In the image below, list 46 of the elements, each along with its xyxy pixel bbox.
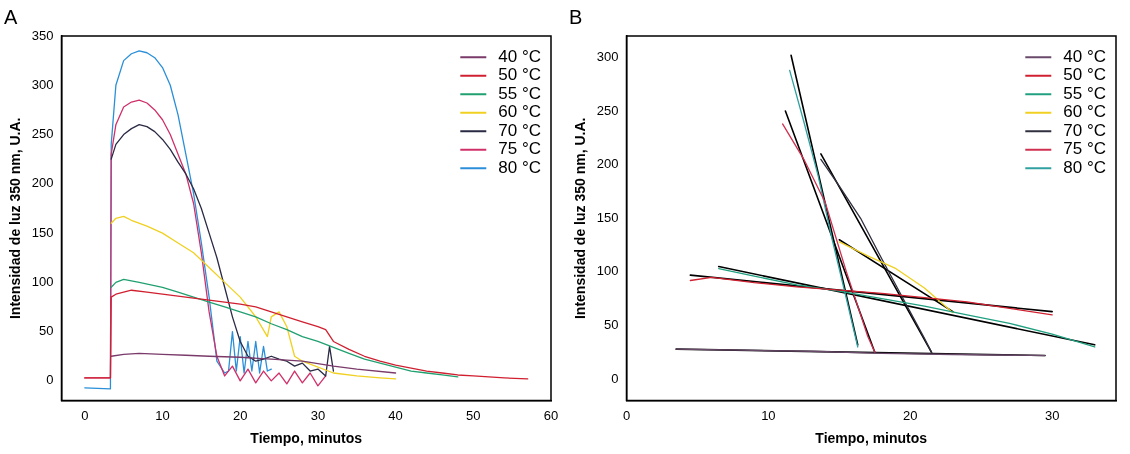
x-tick-label: 0: [622, 407, 631, 423]
y-axis-title: Intensidad de luz 350 nm, U.A.: [7, 117, 24, 320]
x-axis-title: Tiempo, minutos: [815, 430, 928, 447]
chart-title: A: [4, 5, 18, 28]
x-tick-label: 30: [1044, 407, 1060, 423]
y-tick-label: 250: [596, 102, 619, 118]
y-tick-label: 300: [31, 76, 54, 92]
x-tick-label: 20: [903, 407, 918, 423]
legend-label: 75 °C: [498, 139, 542, 159]
x-tick-label: 10: [155, 407, 170, 423]
x-tick-label: 20: [232, 407, 248, 423]
y-tick-label: 0: [611, 370, 619, 386]
y-tick-label: 300: [596, 49, 619, 65]
legend-label: 75 °C: [1063, 139, 1107, 159]
y-tick-label: 100: [596, 263, 619, 279]
y-axis-title: Intensidad de luz 350 nm, U.A.: [572, 117, 589, 320]
legend-label: 40 °C: [1063, 46, 1107, 66]
y-tick-label: 350: [31, 27, 54, 43]
x-axis-title: Tiempo, minutos: [250, 430, 363, 447]
x-tick-label: 10: [761, 407, 776, 423]
legend-label: 50 °C: [1063, 65, 1107, 85]
legend-label: 60 °C: [498, 102, 542, 122]
x-tick-label: 60: [543, 407, 559, 423]
x-tick-label: 40: [388, 407, 403, 423]
y-tick-label: 250: [31, 126, 54, 142]
y-tick-label: 150: [31, 224, 54, 240]
x-tick-label: 0: [81, 407, 89, 423]
legend-label: 80 °C: [498, 157, 542, 177]
y-tick-label: 50: [604, 317, 619, 333]
y-tick-label: 50: [39, 323, 54, 339]
legend-label: 80 °C: [1063, 157, 1107, 177]
legend-label: 50 °C: [498, 65, 542, 85]
x-tick-label: 30: [310, 407, 326, 423]
legend-label: 70 °C: [498, 120, 542, 140]
y-tick-label: 200: [596, 156, 619, 172]
chart-title: B: [569, 5, 583, 28]
legend-label: 60 °C: [1063, 102, 1107, 122]
legend-label: 70 °C: [1063, 120, 1107, 140]
x-tick-label: 50: [466, 407, 481, 423]
y-tick-label: 150: [596, 209, 619, 225]
legend-label: 40 °C: [498, 46, 542, 66]
y-tick-label: 0: [46, 372, 54, 388]
legend-label: 55 °C: [1063, 83, 1107, 103]
y-tick-label: 100: [31, 273, 54, 289]
y-tick-label: 200: [31, 175, 54, 191]
legend-label: 55 °C: [498, 83, 542, 103]
